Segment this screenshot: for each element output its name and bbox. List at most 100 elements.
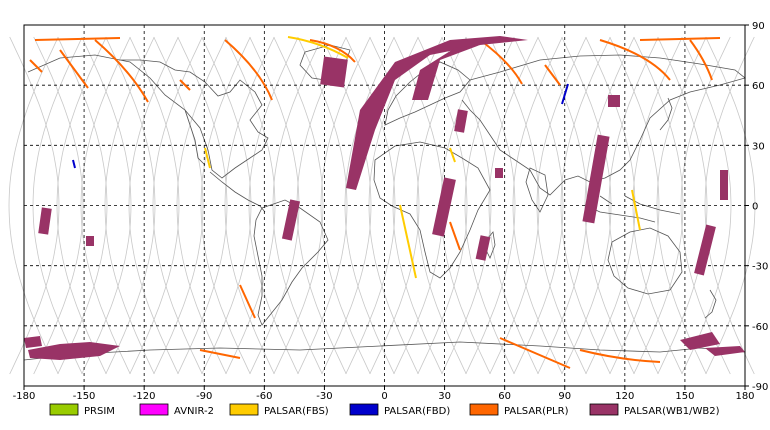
wb-swath [346, 36, 528, 190]
wb-swath [495, 168, 503, 178]
wb-swath [680, 332, 720, 350]
plr-track [544, 64, 561, 86]
x-tick-label: -150 [73, 391, 96, 402]
wb-swath [28, 342, 120, 360]
wb-swath [320, 56, 348, 88]
legend-swatch [139, 403, 169, 416]
y-tick-label: -60 [752, 322, 768, 333]
orbit-track [369, 36, 420, 375]
y-tick-label: -90 [752, 382, 768, 393]
orbit-track [57, 36, 108, 375]
orbit-track [345, 36, 396, 375]
orbit-track [8, 36, 59, 375]
plr-tracks [29, 37, 721, 369]
legend-swatch [49, 403, 79, 416]
orbit-track [561, 36, 612, 375]
coastlines [23, 44, 746, 361]
wb-swath [475, 235, 491, 261]
plr-track [59, 49, 89, 89]
coast-japan [659, 97, 673, 131]
orbit-track [177, 36, 228, 375]
orbit-track [609, 36, 660, 375]
orbit-track [297, 36, 348, 375]
legend-label: PALSAR(PLR) [504, 406, 569, 417]
coast-india [525, 167, 549, 213]
wb-swath [705, 346, 745, 356]
orbit-track [129, 36, 180, 375]
orbit-track [417, 36, 468, 375]
x-tick-label: -90 [196, 391, 212, 402]
plr-track [449, 221, 461, 251]
orbit-track [465, 36, 516, 375]
plr-track [599, 39, 671, 81]
fbs-track [287, 36, 349, 59]
orbit-track [633, 36, 684, 375]
orbit-track [9, 36, 60, 375]
plr-track [199, 349, 241, 359]
x-tick-label: -120 [133, 391, 156, 402]
wb-swath [582, 134, 610, 224]
y-tick-label: 0 [752, 202, 758, 213]
wb-swath [38, 207, 52, 235]
legend-swatch [229, 403, 259, 416]
y-tick-label: 60 [752, 81, 765, 92]
orbit-track [105, 36, 156, 375]
orbit-track [153, 36, 204, 375]
plr-track [499, 337, 571, 369]
orbit-track [513, 36, 564, 375]
y-tick-label: 30 [752, 141, 765, 152]
orbit-track [81, 36, 132, 375]
orbit-track [273, 36, 324, 375]
plr-track [179, 79, 191, 91]
coast-europe [384, 61, 471, 126]
coast-north-america [27, 54, 269, 179]
legend-label: AVNIR-2 [174, 406, 214, 417]
plr-track [94, 39, 149, 103]
wb-swath [412, 45, 480, 100]
y-axis-labels: 90 60 30 0 -30 -60 -90 [745, 21, 768, 393]
grid-lines [24, 25, 745, 386]
fbs-track [204, 147, 211, 169]
coast-asia [461, 54, 746, 196]
x-tick-label: 60 [498, 391, 511, 402]
wb-swath [608, 95, 620, 107]
wb-swath [24, 336, 42, 348]
legend-label: PRSIM [84, 406, 115, 417]
y-tick-label: -30 [752, 262, 768, 273]
x-tick-label: 0 [381, 391, 387, 402]
x-tick-label: -60 [256, 391, 272, 402]
wb-swath [720, 170, 728, 200]
wb-swath [86, 236, 94, 246]
plr-track [29, 59, 43, 73]
legend-label: PALSAR(WB1/WB2) [624, 406, 720, 417]
plr-track [239, 284, 256, 319]
wb-swath [432, 177, 456, 237]
coast-antarctica [23, 341, 746, 361]
fbs-tracks [204, 36, 641, 279]
x-axis-labels: -180 -150 -120 -90 -60 -30 0 30 60 90 120 150 180 [13, 386, 755, 402]
legend-label: PALSAR(FBD) [384, 406, 450, 417]
fbs-track [399, 204, 417, 279]
wb-swath [281, 199, 301, 241]
orbit-track [657, 36, 708, 375]
orbit-track [681, 36, 732, 375]
x-tick-label: 150 [675, 391, 694, 402]
fbd-track [72, 159, 76, 169]
coast-central-america [209, 171, 266, 213]
x-tick-label: 180 [735, 391, 754, 402]
fbs-track [449, 147, 456, 163]
plr-track [309, 39, 356, 63]
plr-track [224, 39, 273, 101]
x-tick-label: -180 [13, 391, 36, 402]
legend: PRSIM AVNIR-2 PALSAR(FBS) PALSAR(FBD) PALSAR… [49, 403, 720, 417]
legend-swatch [589, 403, 619, 416]
wb-swath [454, 109, 468, 133]
plr-track [579, 349, 661, 363]
orbit-track [705, 36, 756, 375]
orbit-track [33, 36, 84, 375]
plr-track [34, 37, 121, 41]
fbs-track [631, 189, 641, 231]
wb-swaths [24, 36, 745, 360]
legend-label: PALSAR(FBS) [264, 406, 329, 417]
